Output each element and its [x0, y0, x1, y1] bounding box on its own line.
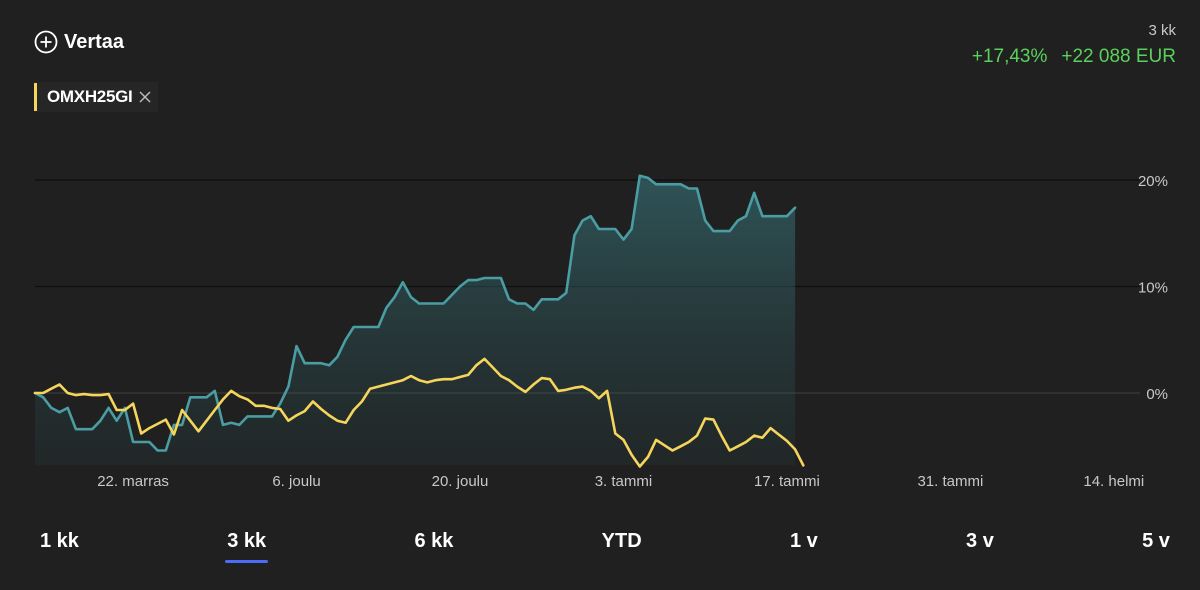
range-button-1-v[interactable]: 1 v — [789, 530, 818, 552]
summary-period: 3 kk — [1148, 22, 1176, 39]
compare-button[interactable]: Vertaa — [34, 30, 124, 54]
y-tick-label: 0% — [1146, 386, 1168, 403]
portfolio-line — [33, 174, 797, 452]
x-tick-label: 17. tammi — [754, 473, 820, 490]
performance-chart: 20% 10% 0% 22. marras 6. joulu 20. joulu 3. ta… — [33, 173, 1168, 490]
y-tick-label: 20% — [1138, 173, 1168, 190]
range-button-ytd[interactable]: YTD — [601, 530, 642, 552]
remove-benchmark-button[interactable] — [138, 90, 152, 104]
x-tick-label: 6. joulu — [272, 473, 320, 490]
x-tick-label: 3. tammi — [595, 473, 653, 490]
plus-circle-icon — [34, 30, 58, 54]
performance-amount: +22 088 EUR — [1061, 46, 1176, 67]
performance-summary: +17,43% +22 088 EUR — [972, 46, 1176, 68]
time-range-selector: 1 kk 3 kk 6 kk YTD 1 v 3 v 5 v — [40, 530, 1170, 563]
compare-label: Vertaa — [64, 30, 125, 53]
portfolio-area — [35, 175, 796, 465]
range-button-5-v[interactable]: 5 v — [1142, 530, 1170, 552]
x-tick-label: 22. marras — [97, 473, 169, 490]
x-tick-label: 31. tammi — [917, 473, 983, 490]
range-button-1-kk[interactable]: 1 kk — [40, 530, 79, 552]
y-tick-label: 10% — [1138, 280, 1168, 297]
close-icon — [139, 91, 151, 103]
x-tick-label: 20. joulu — [432, 473, 489, 490]
benchmark-chip: OMXH25GI — [34, 82, 159, 112]
benchmark-label: OMXH25GI — [47, 87, 133, 106]
x-tick-label: 14. helmi — [1083, 473, 1144, 490]
range-button-3-v[interactable]: 3 v — [966, 530, 994, 552]
benchmark-color-marker — [34, 83, 37, 111]
performance-percent: +17,43% — [971, 46, 1048, 67]
range-button-3-kk[interactable]: 3 kk — [225, 530, 269, 563]
range-button-6-kk[interactable]: 6 kk — [414, 530, 454, 552]
benchmark-line — [33, 357, 805, 468]
